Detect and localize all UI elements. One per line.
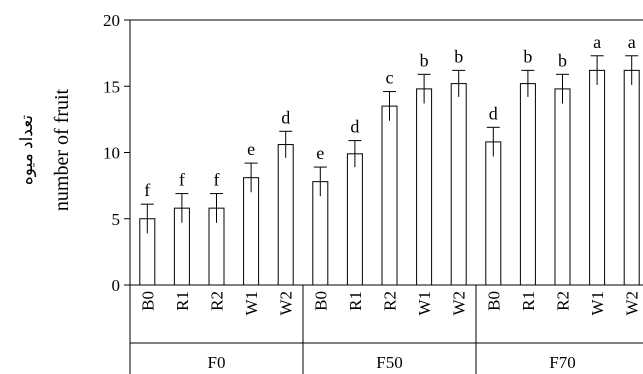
y-tick-label: 0	[112, 276, 121, 295]
category-labels: B0 R1 R2 W1 W2 F0 B0 R1 R2 W1 W2 F50 B0 R1 R2 W1 W2 F70	[138, 291, 641, 372]
bar	[554, 88, 571, 286]
significance-letter: a	[593, 32, 601, 52]
significance-letter: b	[523, 46, 532, 66]
x-tick-label: R2	[554, 291, 573, 311]
x-tick-label: R2	[381, 291, 400, 311]
significance-letter: f	[214, 170, 220, 190]
bars: f f f e d e d c b b d b b a a	[139, 32, 640, 286]
bar	[485, 141, 502, 286]
y-tick-label: 20	[103, 11, 120, 30]
bar	[346, 153, 363, 286]
bar	[381, 105, 398, 286]
significance-letter: b	[454, 46, 463, 66]
significance-letter: e	[316, 143, 324, 163]
bar	[312, 181, 329, 286]
significance-letter: f	[179, 170, 185, 190]
significance-letter: b	[558, 50, 567, 70]
x-tick-label: B0	[311, 291, 330, 311]
x-tick-label: R1	[519, 291, 538, 311]
significance-letter: e	[247, 139, 255, 159]
group-label: F0	[208, 353, 226, 372]
y-axis-title: تعداد میوه number of fruit	[17, 88, 73, 211]
significance-letter: f	[144, 180, 150, 200]
x-tick-label: B0	[484, 291, 503, 311]
significance-letter: c	[386, 68, 394, 88]
x-tick-label: W1	[588, 291, 607, 316]
bar	[519, 83, 536, 286]
significance-letter: d	[489, 103, 498, 123]
x-tick-label: W1	[242, 291, 261, 316]
x-tick-label: W2	[450, 291, 469, 316]
bar	[416, 88, 433, 286]
significance-letter: d	[350, 117, 359, 137]
y-tick-label: 5	[112, 210, 121, 229]
x-tick-label: R2	[208, 291, 227, 311]
y-tick-label: 10	[103, 144, 120, 163]
x-tick-label: B0	[138, 291, 157, 311]
significance-letter: a	[628, 32, 636, 52]
x-tick-label: W2	[623, 291, 642, 316]
bar	[277, 144, 294, 286]
x-tick-label: W1	[415, 291, 434, 316]
x-tick-label: R1	[346, 291, 365, 311]
bar	[589, 69, 606, 286]
bar	[450, 83, 467, 286]
x-tick-label: W2	[277, 291, 296, 316]
group-label: F50	[376, 353, 402, 372]
y-axis-label: number of fruit	[51, 88, 73, 211]
significance-letter: d	[281, 107, 290, 127]
x-tick-label: R1	[173, 291, 192, 311]
y-tick-label: 15	[103, 77, 120, 96]
y-axis-label-persian: تعداد میوه	[17, 115, 37, 186]
group-label: F70	[549, 353, 575, 372]
bar	[623, 69, 640, 286]
significance-letter: b	[420, 50, 429, 70]
bar	[243, 177, 260, 286]
